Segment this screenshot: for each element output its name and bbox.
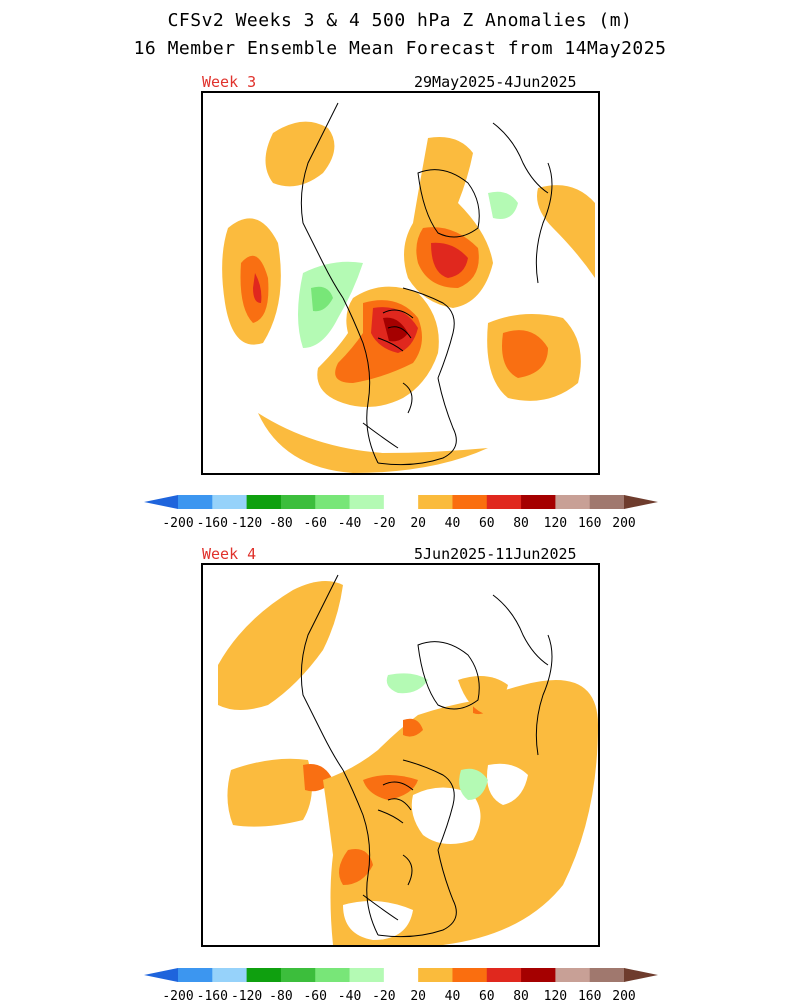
week3-label: Week 3 [202, 73, 257, 91]
colorbar-bin [212, 495, 248, 509]
colorbar-tick-label: -160 [196, 516, 228, 531]
colorbar-tick-label: -80 [269, 516, 293, 531]
colorbar-bin [589, 495, 625, 509]
colorbar-bin [452, 495, 488, 509]
colorbar-tick-label: 60 [478, 516, 495, 531]
colorbar-left-arrow [144, 968, 178, 982]
colorbar-tick-label: -40 [337, 516, 362, 531]
week3-negative-anomalies [298, 191, 518, 348]
colorbar-right-arrow [624, 495, 658, 509]
colorbar-bin [315, 968, 351, 982]
week4-date-range: 5Jun2025-11Jun2025 [414, 545, 577, 563]
colorbar-tick-label: 160 [577, 516, 602, 531]
colorbar-bin [349, 495, 385, 509]
week4-positive-holes [343, 763, 528, 940]
week4-coastlines [300, 574, 553, 938]
colorbar-bin [246, 495, 282, 509]
colorbar-tick-label: 120 [543, 989, 568, 1004]
colorbar-bin [486, 968, 522, 982]
week3-colorbar-svg [144, 495, 658, 509]
colorbar-bin [383, 968, 419, 982]
week3-coastlines [300, 102, 553, 466]
week3-map [201, 91, 600, 475]
colorbar-bin [452, 968, 488, 982]
colorbar-right-arrow [624, 968, 658, 982]
colorbar-tick-label: 20 [410, 989, 426, 1004]
colorbar-bin [555, 968, 591, 982]
colorbar-bin [349, 968, 385, 982]
colorbar-bin [521, 495, 556, 509]
colorbar-bin [178, 495, 213, 509]
colorbar-tick-label: 80 [513, 989, 529, 1004]
colorbar-tick-label: 200 [612, 516, 636, 531]
colorbar-tick-label: -120 [230, 989, 263, 1004]
colorbar-tick-label: -20 [372, 516, 396, 531]
colorbar-tick-label: -160 [196, 989, 228, 1004]
colorbar-tick-label: 80 [513, 516, 529, 531]
colorbar-bin [246, 968, 282, 982]
colorbar-tick-label: 40 [444, 989, 461, 1004]
colorbar-tick-label: -60 [303, 516, 327, 531]
week3-colorbar: -200 -160 -120 -80 -60 -40 -20 20 40 60 80 120 160 20… [144, 492, 658, 532]
colorbar-tick-label: -200 [162, 516, 194, 531]
week4-map-svg [218, 574, 598, 945]
colorbar-tick-label: 200 [612, 989, 636, 1004]
colorbar-tick-label: 40 [444, 516, 461, 531]
week3-date-range: 29May2025-4Jun2025 [414, 73, 577, 91]
map-title: CFSv2 Weeks 3 & 4 500 hPa Z Anomalies (m… [167, 10, 633, 31]
week4-positive-anomalies [218, 581, 598, 945]
colorbar-bin [589, 968, 625, 982]
colorbar-tick-label: 160 [577, 989, 602, 1004]
colorbar-bin [315, 495, 351, 509]
colorbar-bin [178, 968, 213, 982]
week4-map [201, 563, 600, 947]
colorbar-tick-label: 20 [410, 516, 426, 531]
week4-colorbar-svg [144, 968, 658, 982]
week4-negative-anomalies [386, 673, 488, 800]
colorbar-tick-label: -40 [337, 989, 362, 1004]
colorbar-bin [212, 968, 248, 982]
colorbar-bin [521, 968, 556, 982]
colorbar-tick-label: -120 [230, 516, 263, 531]
week3-positive-anomalies [222, 121, 595, 473]
colorbar-tick-label: -80 [269, 989, 293, 1004]
week4-label: Week 4 [202, 545, 257, 563]
colorbar-left-arrow [144, 495, 178, 509]
colorbar-tick-label: -200 [162, 989, 194, 1004]
colorbar-tick-label: -60 [303, 989, 327, 1004]
colorbar-tick-label: -20 [372, 989, 396, 1004]
week3-map-svg [222, 102, 595, 473]
colorbar-bin [486, 495, 522, 509]
week4-colorbar: -200 -160 -120 -80 -60 -40 -20 20 40 60 80 120 160 20… [144, 965, 658, 1005]
colorbar-bin [418, 495, 453, 509]
colorbar-tick-label: 120 [543, 516, 568, 531]
colorbar-bin [555, 495, 591, 509]
map-subtitle: 16 Member Ensemble Mean Forecast from 14… [133, 38, 667, 59]
colorbar-tick-label: 60 [478, 989, 495, 1004]
colorbar-bin [418, 968, 453, 982]
colorbar-bin [383, 495, 419, 509]
colorbar-bin [280, 968, 316, 982]
colorbar-bin [280, 495, 316, 509]
